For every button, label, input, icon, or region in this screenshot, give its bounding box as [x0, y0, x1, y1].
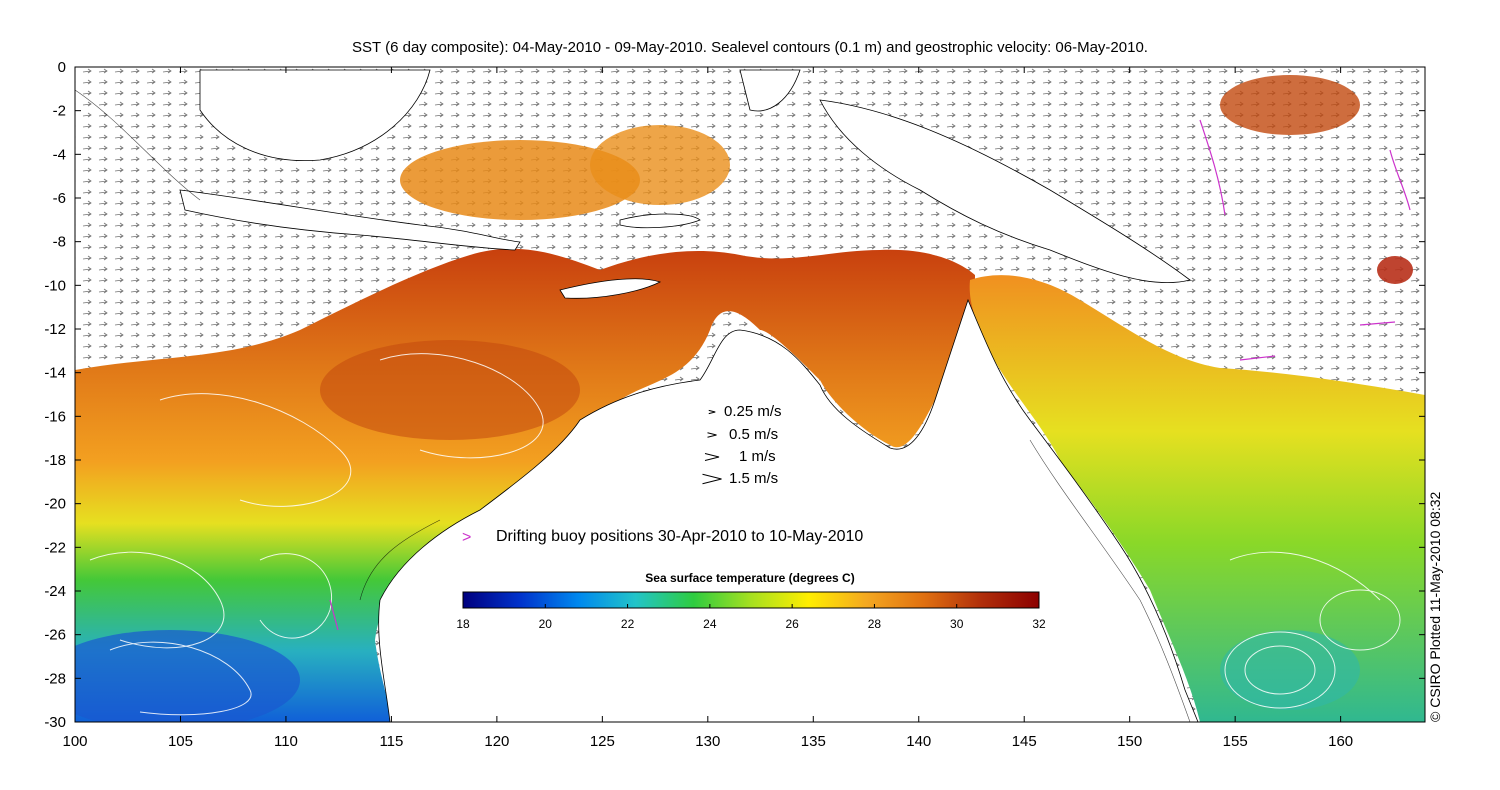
x-axis: 100 105 110 115 120 125 130 135 140 145 150 155 160	[62, 67, 1353, 750]
y-axis: 0 -2 -4 -6 -8 -10 -12 -14 -16 -18 -20 -22 -24 -26 -28 -…	[44, 59, 1425, 731]
java-island	[179, 189, 521, 251]
x-tick-label: 110	[274, 733, 298, 750]
x-tick-label: 160	[1328, 733, 1353, 750]
sealevel-contours	[89, 353, 1401, 716]
x-tick-label: 140	[906, 733, 931, 750]
buoy-legend-symbol: >	[462, 529, 471, 546]
velocity-legend-label: 1 m/s	[739, 448, 776, 465]
x-tick-label: 130	[695, 733, 720, 750]
velocity-legend-arrow	[704, 453, 720, 461]
colorbar-tick-label: 26	[785, 617, 799, 631]
colorbar-tick-label: 20	[539, 617, 553, 631]
buoy-tracks	[329, 119, 1411, 631]
velocity-legend-label: 0.25 m/s	[724, 403, 782, 420]
colorbar-gradient	[462, 591, 1040, 609]
x-tick-label: 150	[1117, 733, 1142, 750]
y-tick-label: -28	[44, 670, 66, 687]
x-tick-label: 145	[1012, 733, 1037, 750]
buoy-legend: > Drifting buoy positions 30-Apr-2010 to…	[462, 528, 863, 546]
x-tick-label: 125	[590, 733, 615, 750]
y-tick-label: -12	[44, 321, 66, 338]
x-tick-label: 100	[62, 733, 87, 750]
colorbar-title: Sea surface temperature (degrees C)	[645, 571, 854, 585]
velocity-legend-label: 0.5 m/s	[729, 426, 778, 443]
x-tick-label: 120	[484, 733, 509, 750]
x-tick-label: 115	[379, 733, 403, 750]
sst-field-west	[75, 248, 975, 722]
velocity-legend-arrow	[707, 432, 717, 438]
colorbar-tick-label: 24	[703, 617, 717, 631]
y-tick-label: -10	[44, 277, 66, 294]
y-tick-label: -30	[44, 714, 66, 731]
australia-landmass	[378, 298, 1199, 722]
y-tick-label: -2	[53, 103, 66, 120]
x-tick-label: 105	[168, 733, 193, 750]
new-guinea-landmass	[819, 99, 1191, 283]
x-tick-label: 135	[801, 733, 826, 750]
sst-field-east	[969, 275, 1425, 722]
y-tick-label: -16	[44, 408, 66, 425]
x-tick-label: 155	[1223, 733, 1248, 750]
y-tick-label: -6	[53, 190, 66, 207]
y-tick-label: -24	[44, 583, 66, 600]
plot-frame	[74, 66, 1426, 723]
map-plot-area	[75, 67, 1425, 722]
colorbar-tick-label: 32	[1032, 617, 1046, 631]
velocity-legend: 0.25 m/s 0.5 m/s 1 m/s 1.5 m/s	[702, 403, 782, 487]
land-masses	[179, 69, 1199, 722]
y-tick-label: 0	[58, 59, 66, 76]
y-tick-label: -20	[44, 496, 66, 513]
colorbar-ticks: 18 20 22 24 26 28 30 32	[456, 604, 1046, 631]
plot-credit: © CSIRO Plotted 11-May-2010 08:32	[1427, 492, 1443, 722]
colorbar-tick-label: 30	[950, 617, 964, 631]
colorbar-tick-label: 22	[621, 617, 635, 631]
y-tick-label: -26	[44, 627, 66, 644]
y-tick-label: -4	[53, 146, 66, 163]
y-tick-label: -14	[44, 365, 66, 382]
y-tick-label: -8	[53, 234, 66, 251]
colorbar-tick-label: 18	[456, 617, 470, 631]
velocity-legend-arrow	[708, 409, 716, 415]
velocity-legend-label: 1.5 m/s	[729, 470, 778, 487]
y-tick-label: -22	[44, 539, 66, 556]
colorbar-tick-label: 28	[868, 617, 882, 631]
velocity-legend-arrow	[702, 473, 722, 485]
figure-title: SST (6 day composite): 04-May-2010 - 09-…	[352, 39, 1148, 56]
buoy-legend-label: Drifting buoy positions 30-Apr-2010 to 1…	[496, 528, 863, 545]
colorbar: Sea surface temperature (degrees C) 18 20…	[456, 571, 1046, 631]
y-tick-label: -18	[44, 452, 66, 469]
